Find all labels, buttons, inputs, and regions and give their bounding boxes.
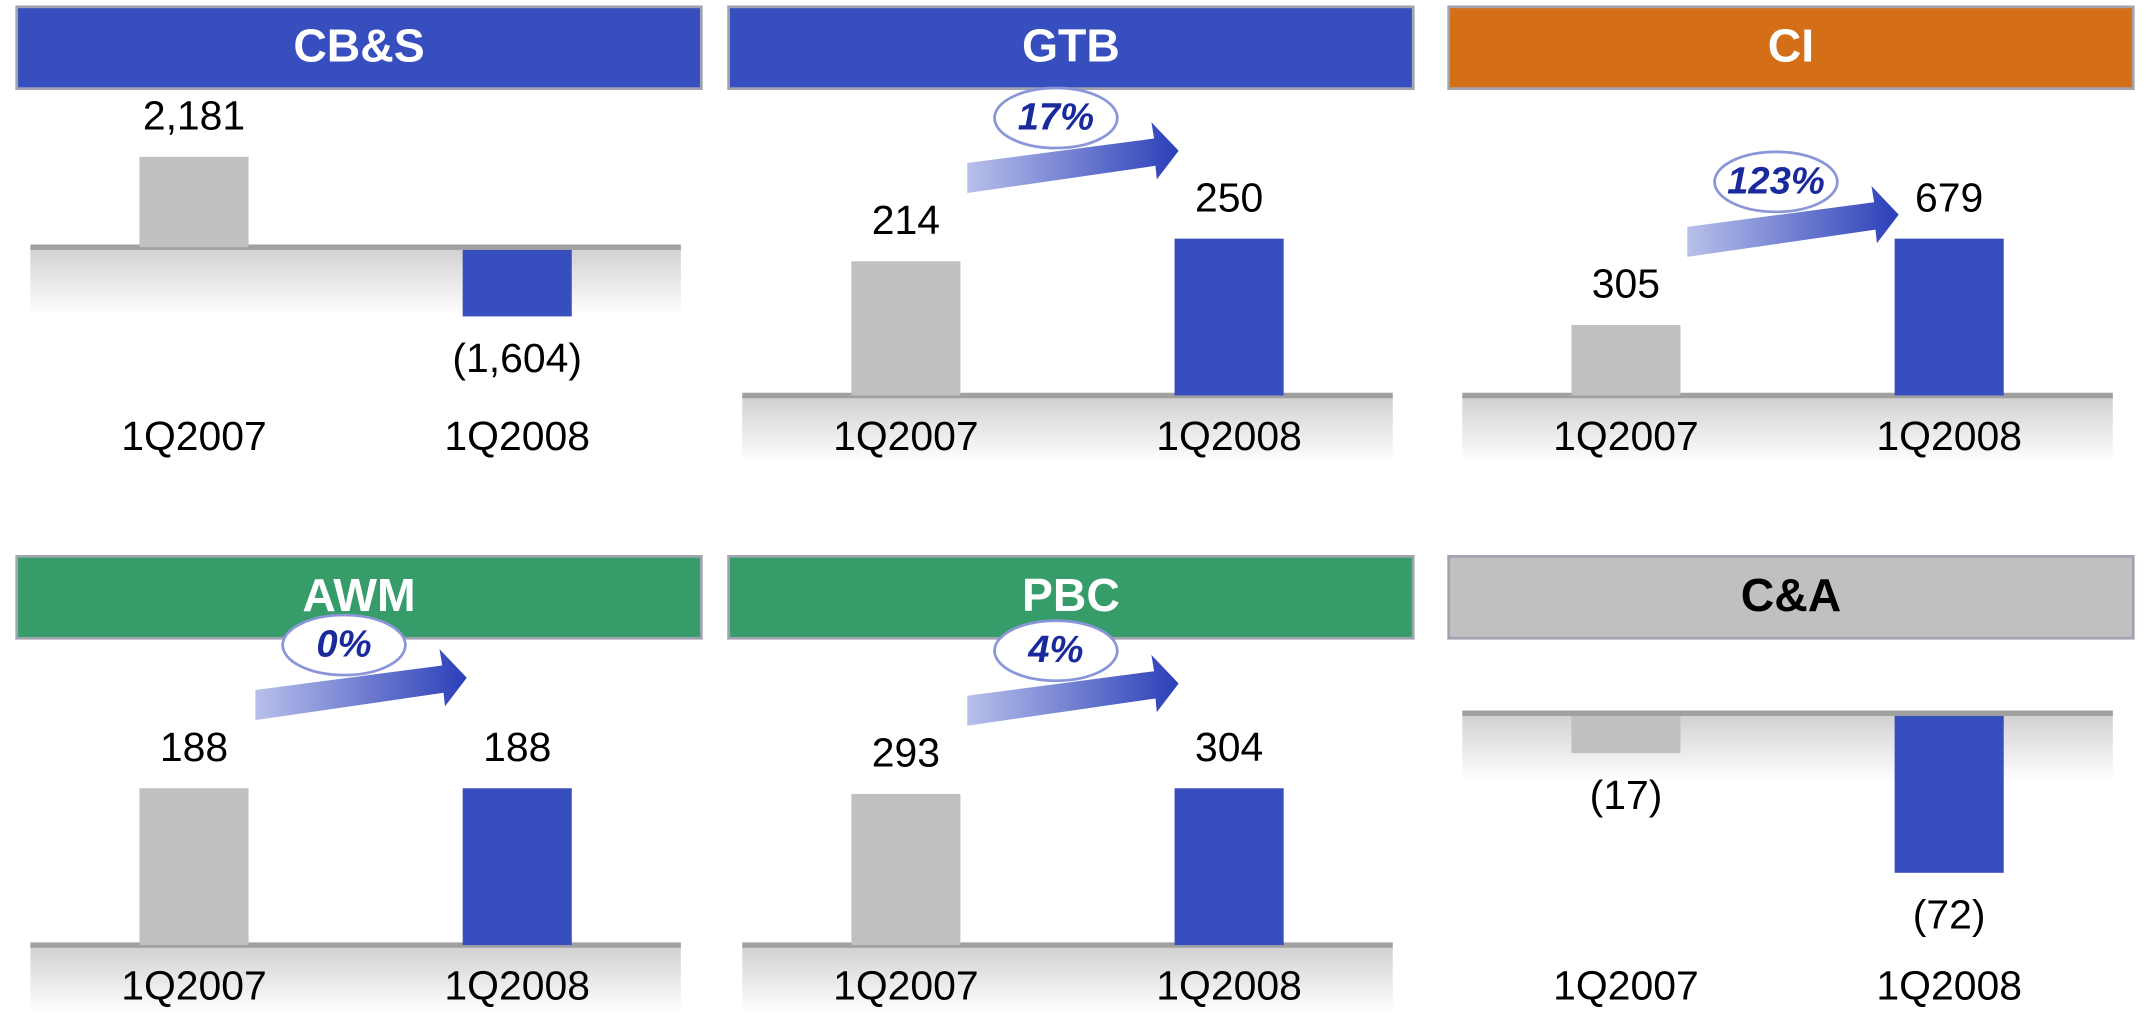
- panel-title: C&A: [1741, 569, 1841, 621]
- category-label: 1Q2008: [444, 413, 590, 459]
- panel-title: PBC: [1022, 569, 1120, 621]
- panel: C&A (17) 1Q2007 (72) 1Q2008: [1447, 555, 2135, 1009]
- bar: [462, 249, 572, 317]
- value-label: 679: [1915, 174, 1983, 220]
- value-label: 250: [1195, 174, 1263, 220]
- category-label: 1Q2007: [833, 963, 979, 1009]
- bar: [1174, 788, 1284, 946]
- value-label: 188: [160, 724, 228, 770]
- bar: [1174, 238, 1284, 396]
- bar: [139, 788, 249, 946]
- panel-header: [1447, 5, 2135, 91]
- panel: CI 305 1Q2007 679 1Q2008 123%: [1447, 5, 2135, 464]
- panel-title: AWM: [302, 569, 415, 621]
- baseline-shade: [742, 395, 1393, 464]
- panel: CB&S 2,181 1Q2007 (1,604) 1Q2008: [15, 5, 703, 459]
- category-label: 1Q2008: [1156, 963, 1302, 1009]
- baseline-shade: [1462, 395, 2113, 464]
- category-label: 1Q2007: [121, 963, 267, 1009]
- growth-bubble: [1713, 150, 1839, 214]
- value-label: 304: [1195, 724, 1263, 770]
- category-label: 1Q2008: [1156, 413, 1302, 459]
- panel: PBC 293 1Q2007 304 1Q2008 4%: [727, 555, 1415, 1014]
- category-label: 1Q2008: [1876, 963, 2022, 1009]
- category-label: 1Q2007: [833, 413, 979, 459]
- panel-title: CI: [1768, 19, 1814, 71]
- category-label: 1Q2008: [444, 963, 590, 1009]
- growth-arrow: [967, 122, 1179, 194]
- growth-label: 17%: [1018, 95, 1094, 138]
- baseline-shade: [30, 247, 681, 316]
- panel-header: [15, 5, 703, 91]
- growth-label: 123%: [1727, 159, 1825, 202]
- panel-header: [727, 5, 1415, 91]
- value-label: 305: [1592, 261, 1660, 307]
- baseline-shade: [30, 945, 681, 1014]
- panel: GTB 214 1Q2007 250 1Q2008 17%: [727, 5, 1415, 464]
- bar: [1571, 715, 1681, 754]
- panel-title: GTB: [1022, 19, 1120, 71]
- bar: [851, 793, 961, 946]
- value-label: 2,181: [143, 92, 245, 138]
- value-label: (72): [1913, 892, 1986, 938]
- value-label: 214: [872, 197, 940, 243]
- baseline-shade: [742, 945, 1393, 1014]
- growth-label: 4%: [1027, 628, 1083, 671]
- growth-label: 0%: [316, 622, 371, 665]
- category-label: 1Q2007: [121, 413, 267, 459]
- category-label: 1Q2007: [1553, 963, 1699, 1009]
- bar: [1894, 715, 2004, 873]
- growth-arrow: [1687, 185, 1899, 257]
- bar: [851, 261, 961, 396]
- growth-bubble: [993, 619, 1119, 683]
- bar: [139, 156, 249, 248]
- baseline-shade: [1462, 713, 2113, 782]
- bar: [462, 788, 572, 946]
- growth-bubble: [993, 86, 1119, 150]
- panel-title: CB&S: [293, 19, 424, 71]
- bar: [1894, 238, 2004, 396]
- category-label: 1Q2008: [1876, 413, 2022, 459]
- panel-header: [1447, 555, 2135, 640]
- bar: [1571, 325, 1681, 396]
- panel: AWM 188 1Q2007 188 1Q2008 0%: [15, 555, 703, 1014]
- growth-arrow: [967, 654, 1179, 726]
- category-label: 1Q2007: [1553, 413, 1699, 459]
- value-label: 188: [483, 724, 551, 770]
- value-label: (1,604): [452, 335, 582, 381]
- value-label: 293: [872, 730, 940, 776]
- growth-bubble: [281, 613, 407, 677]
- value-label: (17): [1590, 772, 1663, 818]
- growth-arrow: [255, 649, 467, 721]
